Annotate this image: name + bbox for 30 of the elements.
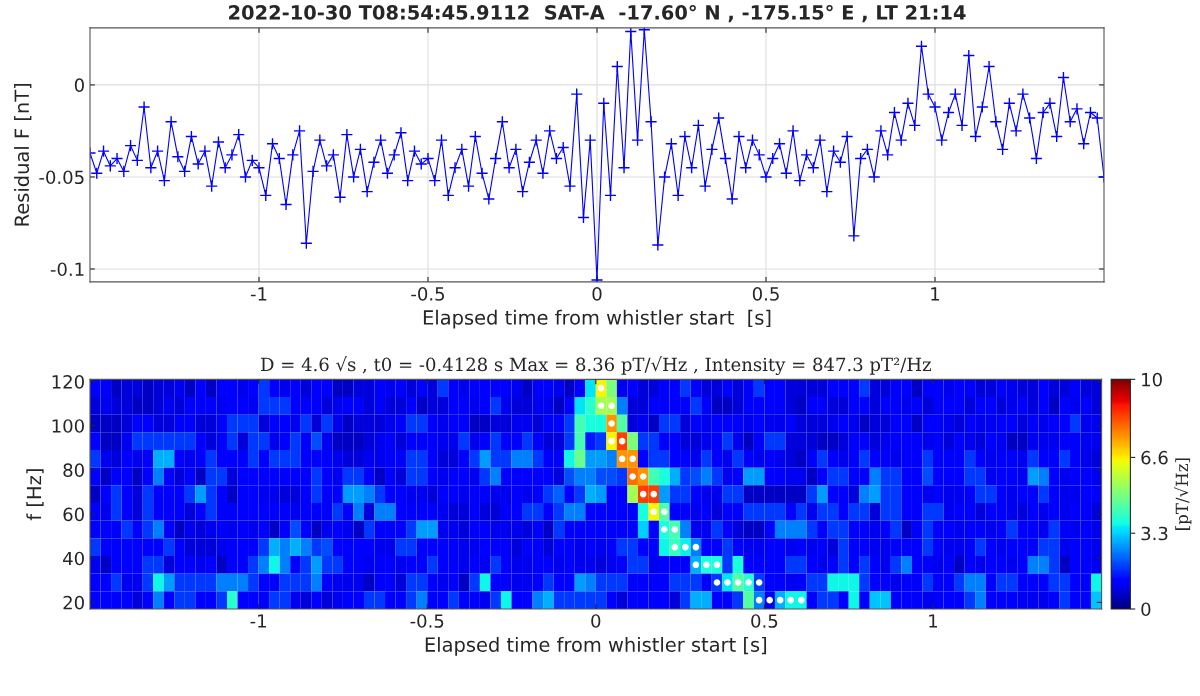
y-tick-label: 80 [63,463,84,477]
y-tick-label: 20 [63,595,84,610]
x-tick-label: 1 [929,614,938,628]
chart-title: 2022-10-30 T08:54:45.9112 SAT-A -17.60° N , -175.15° E , LT 21:14 [229,4,966,23]
x-tick-label: 0 [592,287,602,301]
x-tick-label: -1 [250,287,267,301]
x-tick-label: 0.5 [752,287,779,301]
x-tick-label: 0.5 [751,614,778,628]
y-tick-label: 100 [52,419,84,433]
x-axis-title: Elapsed time from whistler start [s] [423,309,771,329]
y-tick-label: 0 [74,78,84,93]
color-bar-label: 3.3 [1141,526,1168,541]
y-tick-label: 60 [63,507,84,522]
x-tick-label: 1 [931,287,940,301]
color-bar-label: 6.6 [1141,450,1168,465]
y-tick-label: 40 [63,551,84,566]
y-axis-title: f [Hz] [26,469,44,521]
y-axis-title: Residual F [nT] [14,84,32,226]
color-bar-label: 0 [1141,602,1151,617]
x-tick-label: -0.5 [411,287,445,301]
y-tick-label: 120 [52,374,84,389]
chart-title: D = 4.6 √s , t0 = -0.4128 s Max = 8.36 pT/√Hz , Intensity = 847.3 pT²/Hz [261,356,931,375]
x-tick-label: 0 [591,614,601,628]
color-bar-title: [pT/√Hz] [1174,458,1192,530]
y-tick-label: -0.05 [39,170,84,185]
x-tick-label: -0.5 [410,614,444,628]
color-bar-label: 10 [1142,372,1162,387]
y-tick-label: -0.1 [50,262,84,277]
x-axis-title: Elapsed time from whistler start [s] [425,636,767,656]
x-tick-label: -1 [250,614,266,628]
